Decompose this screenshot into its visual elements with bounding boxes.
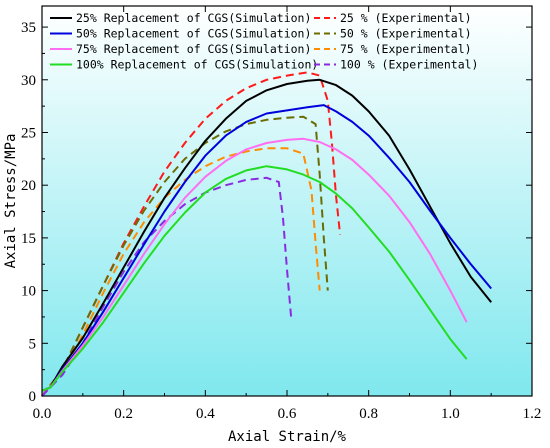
y-tick-label: 35 — [21, 20, 36, 36]
y-tick-label: 20 — [21, 178, 36, 194]
y-tick-label: 0 — [29, 389, 37, 405]
legend-label: 100 % (Experimental) — [340, 58, 478, 72]
y-tick-label: 5 — [29, 336, 37, 352]
legend: 25% Replacement of CGS(Simulation) 50% Re… — [50, 11, 478, 72]
legend-label: 50 % (Experimental) — [340, 27, 472, 41]
legend-label: 25 % (Experimental) — [340, 11, 472, 25]
x-tick-label: 0.4 — [196, 406, 215, 422]
y-tick-label: 10 — [21, 284, 36, 300]
x-tick-label: 0.2 — [114, 406, 133, 422]
legend-label: 50% Replacement of CGS(Simulation) — [76, 27, 311, 41]
series-line-7 — [41, 176, 293, 397]
y-tick-label: 25 — [21, 125, 36, 141]
x-tick-label: 1.0 — [441, 406, 460, 422]
legend-label: 75 % (Experimental) — [340, 42, 472, 56]
x-tick-label: 0.6 — [278, 406, 297, 422]
legend-label: 100% Replacement of CGS(Simulation) — [76, 58, 318, 72]
legend-label: 75% Replacement of CGS(Simulation) — [76, 42, 311, 56]
series-line-2 — [41, 137, 468, 392]
series-line-0 — [41, 78, 492, 392]
series-line-3 — [41, 165, 468, 392]
x-axis-title: Axial Strain/% — [228, 429, 347, 445]
y-tick-label: 30 — [21, 73, 36, 89]
y-tick-label: 15 — [21, 231, 36, 247]
series-layer — [41, 71, 492, 397]
ticks-layer: 0.0 0.2 0.4 0.6 0.8 1.0 1.2 0 5 10 15 20 25 30 35 — [21, 6, 541, 422]
x-tick-label: 0.0 — [33, 406, 52, 422]
legend-label: 25% Replacement of CGS(Simulation) — [76, 11, 311, 25]
series-line-5 — [41, 115, 329, 397]
series-line-1 — [41, 104, 492, 392]
x-tick-label: 1.2 — [523, 406, 542, 422]
plot-background — [42, 6, 532, 396]
y-axis-title: Axial Stress/MPa — [3, 134, 19, 269]
series-line-6 — [41, 147, 321, 397]
x-tick-label: 0.8 — [359, 406, 378, 422]
